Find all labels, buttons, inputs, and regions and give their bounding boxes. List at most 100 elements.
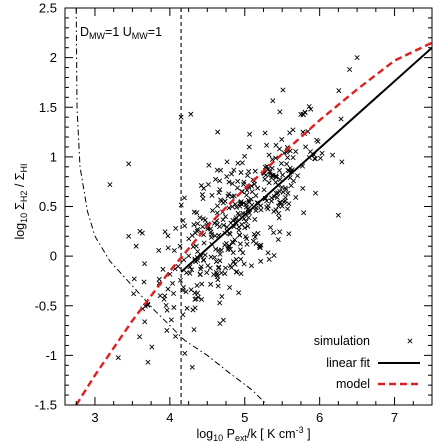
scatter-point — [167, 271, 173, 277]
scatter-point — [238, 256, 244, 262]
scatter-point — [220, 217, 226, 223]
scatter-point — [273, 179, 279, 185]
scatter-point — [274, 195, 280, 201]
scatter-point — [189, 267, 195, 273]
scatter-point — [195, 294, 201, 300]
scatter-point — [235, 178, 241, 184]
scatter-point — [330, 152, 336, 158]
scatter-point — [184, 305, 190, 311]
scatter-point — [252, 216, 258, 222]
legend-label: linear fit — [326, 356, 370, 370]
scatter-point — [273, 190, 279, 196]
scatter-point — [229, 171, 235, 177]
scatter-point — [265, 250, 271, 256]
scatter-point — [218, 247, 224, 253]
scatter-point — [171, 304, 177, 310]
scatter-point — [271, 252, 277, 258]
scatter-point — [241, 179, 247, 185]
scatter-point — [276, 203, 282, 209]
scatter-point — [197, 215, 203, 221]
scatter-point — [276, 211, 282, 217]
scatter-point — [258, 242, 264, 248]
scatter-point — [239, 160, 245, 166]
scatter-point — [195, 221, 201, 227]
scatter-point — [303, 144, 309, 150]
scatter-point — [193, 243, 199, 249]
scatter-point — [233, 256, 239, 262]
scatter-point — [232, 237, 238, 243]
y-tick-labels: -1.5 -1 -0.5 0 0.5 1 1.5 2 2.5 — [35, 1, 57, 413]
scatter-point — [277, 229, 283, 235]
scatter-point — [200, 216, 206, 222]
scatter-point — [223, 240, 229, 246]
scatter-point — [233, 269, 239, 275]
scatter-point — [269, 165, 275, 171]
scatter-point — [245, 197, 251, 203]
scatter-point — [199, 192, 205, 198]
scatter-point — [192, 290, 198, 296]
scatter-point — [238, 170, 244, 176]
scatter-point — [226, 179, 232, 185]
scatter-point — [208, 281, 214, 287]
scatter-point — [206, 162, 212, 168]
scatter-point — [249, 263, 255, 269]
scatter-point — [156, 276, 162, 282]
scatter-point — [230, 259, 237, 265]
scatter-point — [258, 207, 264, 213]
scatter-point — [293, 194, 299, 200]
scatter-point — [213, 246, 219, 252]
x-tick-label: 7 — [391, 410, 398, 425]
scatter-point — [269, 156, 275, 162]
scatter-point — [171, 247, 177, 254]
y-tick-label: 2.5 — [39, 1, 57, 16]
scatter-point — [181, 195, 187, 201]
scatter-point — [285, 190, 291, 196]
scatter-point — [209, 192, 215, 198]
scatter-point — [258, 258, 264, 264]
scatter-point — [266, 256, 272, 262]
x-tick-label: 3 — [91, 410, 98, 425]
scatter-point — [160, 266, 166, 272]
axis-ticks — [65, 7, 433, 406]
y-tick-label: -0.5 — [35, 298, 57, 313]
scatter-point — [164, 307, 170, 313]
scatter-point — [157, 293, 163, 299]
scatter-point — [115, 355, 121, 361]
scatter-point — [273, 155, 279, 161]
scatter-point — [253, 208, 259, 214]
scatter-point — [255, 230, 261, 236]
scatter-point — [175, 263, 181, 269]
scatter-point — [221, 222, 227, 228]
model-curve — [75, 41, 432, 405]
scatter-point — [335, 212, 341, 218]
scatter-point — [214, 221, 220, 228]
scatter-point — [262, 130, 268, 136]
scatter-point — [269, 195, 275, 201]
scatter-point — [354, 55, 360, 61]
scatter-point — [201, 240, 207, 246]
scatter-point — [246, 144, 252, 150]
scatter-point — [227, 284, 233, 291]
scatter-point — [137, 228, 143, 234]
scatter-point — [181, 284, 187, 290]
legend-marker-simulation — [407, 338, 413, 344]
scatter-point — [227, 231, 233, 237]
scatter-point — [165, 286, 171, 292]
scatter-point — [177, 277, 184, 283]
scatter-point — [242, 225, 248, 231]
scatter-point — [238, 271, 244, 277]
scatter-point — [338, 116, 344, 122]
scatter-point — [142, 319, 148, 325]
y-tick-label: 2 — [50, 50, 57, 65]
scatter-point — [244, 236, 250, 242]
scatter-point — [277, 200, 283, 206]
scatter-point — [193, 296, 199, 302]
scatter-point — [204, 270, 210, 276]
scatter-point — [217, 187, 223, 193]
scatter-point — [199, 296, 205, 302]
scatter-point — [301, 210, 307, 216]
x-axis-label: log10 Pext/k [ K cm-3 ] — [196, 425, 310, 443]
y-tick-label: 1 — [50, 149, 57, 164]
scatter-point — [210, 208, 216, 214]
y-tick-label: 0 — [50, 249, 57, 264]
